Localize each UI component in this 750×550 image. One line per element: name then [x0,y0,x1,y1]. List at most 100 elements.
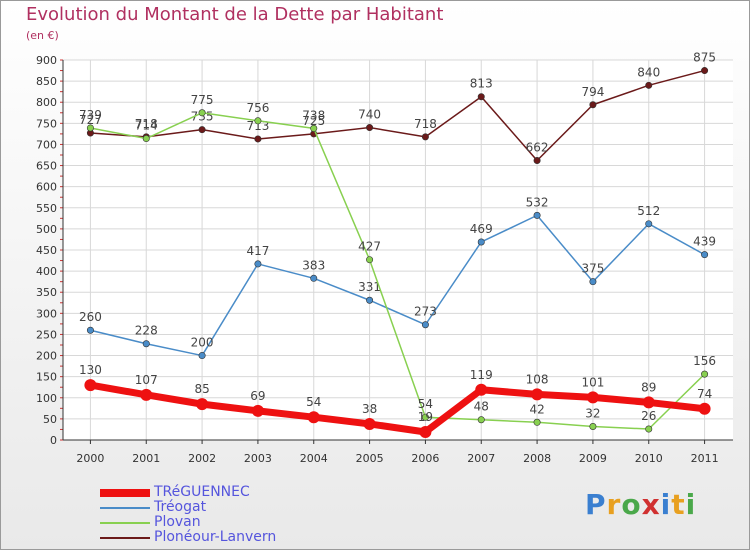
data-label-tr-ogat: 512 [637,204,660,218]
data-point-tr-ogat [421,321,429,329]
data-label-tr-ogat: 469 [470,222,493,236]
y-tick-label: 450 [36,244,57,257]
data-label-tr-guennec: 130 [79,363,102,377]
legend-item-label: TRéGUENNEC [154,484,250,500]
data-point-tr-ogat [86,326,94,334]
data-label-tr-ogat: 200 [191,336,214,350]
data-label-tr-guennec: 69 [250,389,265,403]
data-label-plovan: 427 [358,240,381,254]
data-point-plovan [142,135,150,143]
data-point-tr-ogat [701,251,709,259]
data-point-tr-guennec [196,398,209,411]
series-line-plom-our-lanvern [90,69,705,162]
data-label-plovan: 739 [79,108,102,122]
data-point-tr-guennec [698,402,711,415]
data-label-tr-guennec: 107 [135,373,158,387]
data-label-tr-guennec: 54 [306,395,321,409]
y-tick-label: 350 [36,286,57,299]
data-label-plom-our-lanvern: 718 [135,117,158,131]
data-point-tr-ogat [533,211,541,219]
data-point-plovan [477,416,485,424]
y-tick-label: 900 [36,54,57,67]
y-tick-label: 800 [36,96,57,109]
data-point-plovan [366,256,374,264]
data-label-plovan: 26 [641,409,656,423]
y-tick-label: 550 [36,202,57,215]
data-label-plovan: 756 [246,101,269,115]
x-tick-label: 2009 [579,452,607,465]
y-tick-label: 400 [36,265,57,278]
y-tick-label: 0 [50,434,57,447]
data-label-tr-guennec: 108 [526,372,549,386]
x-tick-label: 2001 [132,452,160,465]
data-point-plovan [421,413,429,421]
data-label-tr-ogat: 375 [581,262,604,276]
data-label-plovan: 775 [191,93,214,107]
data-label-plovan: 156 [693,354,716,368]
data-point-tr-ogat [477,238,485,246]
data-label-plovan: 714 [135,119,158,133]
data-label-plovan: 42 [529,402,544,416]
data-label-plom-our-lanvern: 725 [302,114,325,128]
data-point-plovan [198,109,206,117]
data-point-tr-guennec [642,396,655,409]
data-label-plovan: 32 [585,406,600,420]
data-point-tr-guennec [363,417,376,430]
data-point-tr-ogat [589,278,597,286]
data-point-tr-ogat [645,220,653,228]
y-tick-label: 50 [43,413,57,426]
data-label-tr-guennec: 38 [362,402,377,416]
data-label-tr-ogat: 260 [79,310,102,324]
data-point-plovan [533,418,541,426]
y-tick-label: 200 [36,350,57,363]
x-tick-label: 2011 [691,452,719,465]
chart-subtitle: (en €) [26,29,59,42]
data-label-tr-ogat: 331 [358,280,381,294]
data-point-tr-guennec [419,425,432,438]
proxiti-logo: Proxiti [585,488,697,521]
y-tick-label: 100 [36,392,57,405]
data-point-plovan [310,124,318,132]
data-point-tr-guennec [307,411,320,424]
data-label-plovan: 54 [418,397,433,411]
series-line-tr-guennec [89,381,705,436]
series-line-plovan [90,112,706,430]
data-point-tr-guennec [586,391,599,404]
data-label-tr-guennec: 85 [194,382,209,396]
data-label-tr-guennec: 19 [418,410,433,424]
data-point-plom-our-lanvern [366,124,374,132]
data-point-plom-our-lanvern [701,67,709,75]
data-point-plom-our-lanvern [421,133,429,141]
x-tick-label: 2010 [635,452,663,465]
data-point-tr-guennec [140,388,153,401]
data-label-plovan: 738 [302,108,325,122]
data-point-plom-our-lanvern [645,81,653,89]
x-tick-label: 2002 [188,452,216,465]
data-point-plovan [701,370,709,378]
data-label-plom-our-lanvern: 875 [693,51,716,65]
data-point-tr-guennec [251,404,264,417]
data-label-tr-guennec: 74 [697,387,712,401]
data-point-tr-guennec [475,383,488,396]
data-label-plom-our-lanvern: 713 [246,119,269,133]
legend-item-label: Tréogat [154,499,207,515]
x-tick-label: 2004 [300,452,328,465]
data-point-plom-our-lanvern [477,93,485,101]
data-point-plovan [254,117,262,125]
data-point-plovan [589,422,597,430]
y-tick-label: 300 [36,307,57,320]
chart-title: Evolution du Montant de la Dette par Hab… [26,4,444,25]
data-label-plom-our-lanvern: 813 [470,77,493,91]
x-tick-label: 2008 [523,452,551,465]
data-point-plom-our-lanvern [589,101,597,109]
data-label-tr-guennec: 119 [470,368,493,382]
data-point-plom-our-lanvern [198,126,206,134]
y-tick-label: 500 [36,223,57,236]
data-point-plom-our-lanvern [533,156,541,164]
y-tick-label: 650 [36,160,57,173]
data-point-tr-guennec [84,379,97,392]
data-label-tr-ogat: 439 [693,235,716,249]
legend-item-label: Plovan [154,514,201,530]
x-tick-label: 2000 [76,452,104,465]
